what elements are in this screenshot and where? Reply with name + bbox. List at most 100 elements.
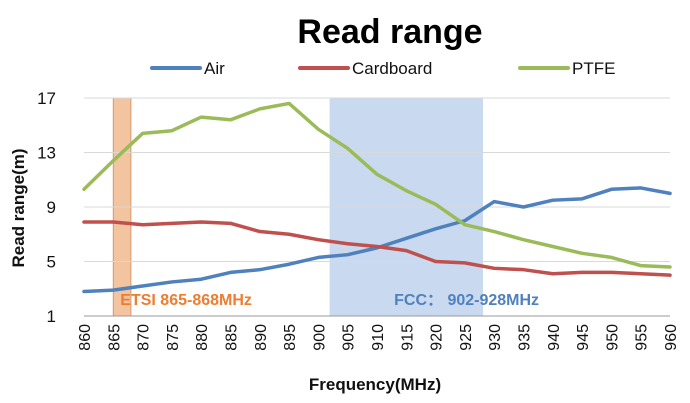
point-air-905 [346, 253, 350, 257]
point-ptfe-880 [199, 115, 203, 119]
point-ptfe-905 [346, 146, 350, 150]
x-tick-label-865: 865 [106, 324, 123, 351]
point-cardboard-935 [522, 268, 525, 272]
y-axis-ticks: 1 5 9 13 17 [37, 89, 56, 326]
legend-label-ptfe: PTFE [572, 59, 615, 78]
point-cardboard-900 [316, 238, 320, 242]
point-cardboard-880 [199, 220, 203, 224]
point-cardboard-950 [609, 270, 613, 274]
point-air-930 [492, 200, 496, 204]
point-ptfe-955 [639, 264, 643, 268]
point-cardboard-930 [492, 266, 496, 270]
point-cardboard-945 [580, 270, 584, 274]
point-ptfe-940 [551, 245, 555, 249]
point-ptfe-860 [82, 187, 86, 191]
chart-title: Read range [297, 13, 482, 51]
point-ptfe-910 [375, 172, 379, 176]
point-air-860 [82, 289, 86, 293]
point-air-870 [141, 284, 145, 288]
point-ptfe-930 [492, 230, 496, 234]
point-ptfe-920 [434, 202, 438, 206]
x-tick-label-930: 930 [487, 324, 504, 351]
point-air-915 [404, 236, 408, 240]
point-cardboard-905 [346, 242, 350, 246]
point-cardboard-865 [111, 220, 115, 224]
point-cardboard-915 [404, 249, 408, 253]
point-air-900 [316, 255, 320, 259]
point-ptfe-885 [229, 118, 232, 122]
point-cardboard-925 [463, 261, 467, 265]
y-tick-label-13: 13 [37, 144, 56, 163]
point-ptfe-900 [316, 127, 320, 131]
point-air-885 [229, 270, 232, 274]
point-cardboard-910 [375, 245, 379, 249]
legend-label-cardboard: Cardboard [352, 59, 432, 78]
point-air-890 [258, 268, 262, 272]
x-tick-label-940: 940 [546, 324, 563, 351]
x-tick-label-920: 920 [429, 324, 446, 351]
x-tick-label-875: 875 [165, 324, 182, 351]
point-air-955 [639, 186, 643, 190]
x-tick-label-870: 870 [136, 324, 153, 351]
legend-label-air: Air [204, 59, 225, 78]
point-air-895 [287, 262, 291, 266]
point-ptfe-865 [111, 159, 115, 163]
x-tick-label-860: 860 [77, 324, 94, 351]
x-tick-label-890: 890 [253, 324, 270, 351]
point-ptfe-915 [404, 189, 408, 193]
y-tick-label-17: 17 [37, 89, 56, 108]
point-ptfe-960 [668, 265, 672, 269]
x-tick-label-945: 945 [575, 324, 592, 351]
x-tick-label-915: 915 [399, 324, 416, 351]
x-tick-label-935: 935 [517, 324, 534, 351]
point-cardboard-890 [258, 230, 262, 234]
x-axis-ticks: 860 865 870 875 880 885 890 895 900 905 910 915 920 9… [77, 324, 680, 351]
y-tick-label-1: 1 [47, 307, 56, 326]
x-tick-label-925: 925 [458, 324, 475, 351]
y-tick-label-5: 5 [47, 253, 56, 272]
point-ptfe-950 [609, 255, 613, 259]
point-cardboard-955 [639, 272, 643, 276]
x-tick-label-960: 960 [663, 324, 680, 351]
series-lines [82, 101, 672, 294]
point-cardboard-875 [170, 221, 174, 225]
point-cardboard-920 [434, 260, 438, 263]
point-air-865 [111, 288, 115, 292]
point-air-940 [551, 198, 555, 202]
point-cardboard-870 [141, 223, 145, 227]
legend: Air Cardboard PTFE [150, 59, 615, 78]
point-air-945 [580, 197, 584, 201]
y-axis-title: Read range(m) [9, 148, 28, 267]
x-tick-label-955: 955 [634, 324, 651, 351]
x-tick-label-885: 885 [224, 324, 241, 351]
point-air-950 [609, 187, 613, 191]
point-cardboard-885 [229, 221, 232, 225]
x-tick-label-910: 910 [370, 324, 387, 351]
point-ptfe-945 [580, 251, 584, 255]
point-cardboard-960 [668, 273, 672, 277]
gridlines [84, 97, 670, 317]
point-air-925 [463, 219, 467, 223]
point-air-920 [434, 227, 438, 231]
point-ptfe-890 [258, 107, 262, 111]
point-ptfe-895 [287, 101, 291, 105]
band-label-1: FCC： 902-928MHz [394, 292, 539, 309]
x-tick-label-895: 895 [282, 324, 299, 351]
x-tick-label-880: 880 [194, 324, 211, 351]
point-ptfe-870 [141, 131, 145, 135]
point-ptfe-875 [170, 129, 174, 133]
point-air-875 [170, 280, 174, 284]
point-ptfe-925 [463, 223, 467, 227]
point-ptfe-935 [522, 238, 525, 242]
point-cardboard-895 [287, 232, 291, 236]
point-air-935 [522, 205, 525, 209]
y-tick-label-9: 9 [47, 198, 56, 217]
point-air-880 [199, 277, 203, 281]
point-air-960 [668, 191, 672, 195]
x-tick-label-900: 900 [311, 324, 328, 351]
point-cardboard-860 [82, 220, 86, 224]
band-label-0: ETSI 865-868MHz [120, 292, 252, 309]
x-tick-label-950: 950 [604, 324, 621, 351]
